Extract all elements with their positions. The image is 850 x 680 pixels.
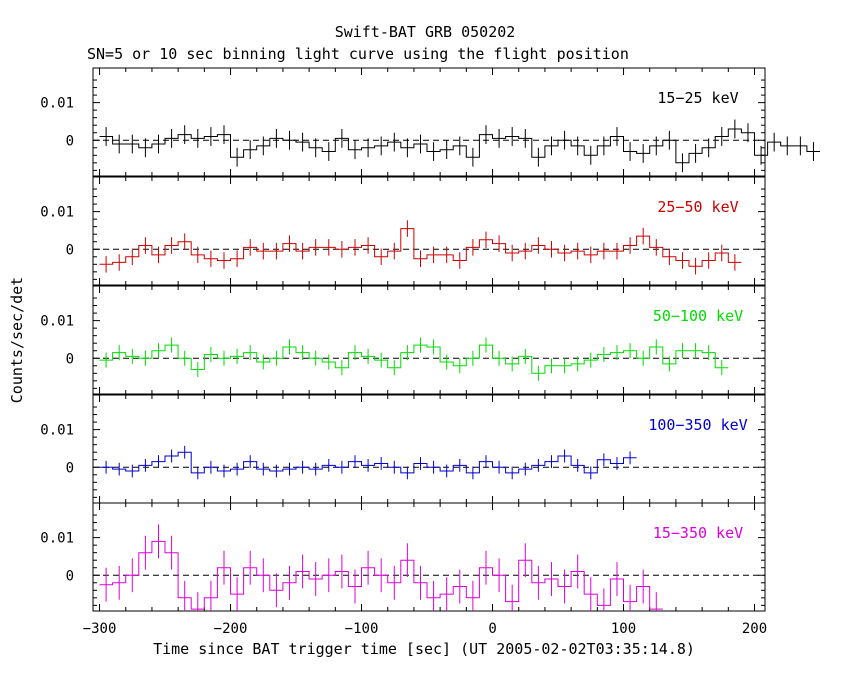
panel-frame <box>92 176 766 286</box>
step-line <box>99 344 729 374</box>
x-tick-label: −300 <box>83 621 117 637</box>
panel-frame <box>92 285 766 395</box>
x-axis-label: Time since BAT trigger time [sec] (UT 20… <box>153 640 695 658</box>
y-tick-label: 0 <box>66 568 74 584</box>
panel-frame <box>92 67 766 177</box>
panel-15-25-keV: 0 0.01 15−25 keV <box>40 67 820 177</box>
y-tick-label: 0.01 <box>40 531 74 547</box>
panel-frame <box>92 394 766 504</box>
panel-label: 15−350 keV <box>653 524 743 542</box>
panel-label: 100−350 keV <box>648 416 747 434</box>
panels-group: 0 0.01 15−25 keV 0 0.01 25−50 keV 0 0.01 50−100 … <box>40 67 820 637</box>
panel-50-100-keV: 0 0.01 50−100 keV <box>40 285 766 395</box>
panel-25-50-keV: 0 0.01 25−50 keV <box>40 176 766 286</box>
y-tick-label: 0 <box>66 351 74 367</box>
y-tick-label: 0 <box>66 460 74 476</box>
x-tick-label: 0 <box>488 621 496 637</box>
y-tick-label: 0.01 <box>40 423 74 439</box>
x-tick-label: −100 <box>345 621 379 637</box>
y-tick-label: 0 <box>66 133 74 149</box>
y-tick-label: 0.01 <box>40 96 74 112</box>
panel-label: 25−50 keV <box>657 198 738 216</box>
panel-100-350-keV: 0 0.01 100−350 keV <box>40 394 766 504</box>
x-tick-label: 100 <box>611 621 636 637</box>
y-tick-label: 0 <box>66 242 74 258</box>
panel-label: 50−100 keV <box>653 307 743 325</box>
panel-frame <box>92 502 766 612</box>
panel-15-350-keV: 0 0.01 15−350 keV <box>40 502 766 612</box>
chart-subtitle: SN=5 or 10 sec binning light curve using… <box>87 45 629 63</box>
panel-label: 15−25 keV <box>657 89 738 107</box>
y-tick-label: 0.01 <box>40 205 74 221</box>
chart-title: Swift-BAT GRB 050202 <box>335 23 516 41</box>
y-tick-label: 0.01 <box>40 314 74 330</box>
x-tick-label: −200 <box>214 621 248 637</box>
y-axis-label: Counts/sec/det <box>8 277 26 403</box>
x-tick-label: 200 <box>742 621 767 637</box>
